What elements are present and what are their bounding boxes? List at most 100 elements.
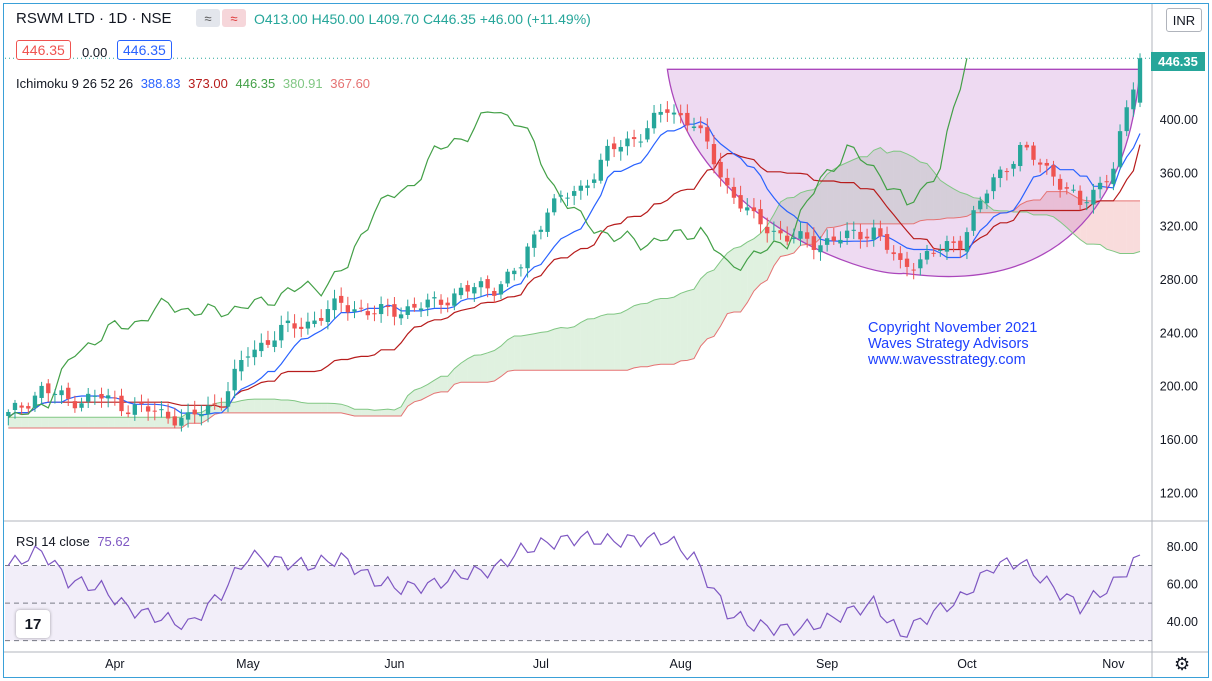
cloud-segment: [234, 400, 242, 413]
compare-icon[interactable]: ≈: [196, 9, 220, 27]
tradingview-logo-icon[interactable]: 17: [16, 610, 50, 638]
cloud-segment: [121, 417, 129, 428]
candle-body: [745, 207, 750, 211]
cloud-segment: [867, 150, 874, 224]
candle-body: [1091, 189, 1096, 205]
candle-body: [259, 342, 264, 352]
ichimoku-label: Ichimoku 9 26 52 26: [16, 76, 134, 91]
ichimoku-legend[interactable]: Ichimoku 9 26 52 26 388.83 373.00 446.35…: [16, 76, 370, 91]
cloud-segment: [321, 403, 328, 413]
candle-body: [86, 393, 91, 402]
currency-selector[interactable]: INR: [1166, 8, 1202, 32]
candle-body: [332, 298, 337, 311]
x-tick-label: May: [236, 657, 260, 671]
bid-badge[interactable]: 446.35: [16, 40, 71, 60]
cloud-segment: [1133, 200, 1141, 254]
candle-body: [145, 406, 151, 412]
cloud-segment: [128, 417, 135, 428]
gear-icon[interactable]: ⚙: [1174, 654, 1191, 674]
ask-badge[interactable]: 446.35: [117, 40, 172, 60]
ohlc-high: H450.00: [311, 11, 365, 27]
candle-body: [838, 239, 843, 244]
candle-body: [665, 109, 670, 113]
cloud-segment: [274, 399, 282, 413]
cloud-segment: [840, 162, 848, 226]
rsi-tick-label: 60.00: [1167, 577, 1198, 591]
x-tick-label: Sep: [816, 657, 838, 671]
cloud-segment: [753, 233, 761, 292]
cloud-segment: [467, 355, 475, 383]
cloud-segment: [494, 346, 501, 382]
cloud-segment: [381, 409, 388, 416]
candle-body: [871, 227, 876, 240]
cloud-segment: [414, 387, 422, 402]
candle-body: [798, 231, 803, 239]
cloud-segment: [733, 246, 741, 312]
cloud-segment: [820, 174, 828, 239]
cloud-segment: [1060, 191, 1067, 228]
cloud-segment: [680, 291, 688, 361]
ohlc-low: L409.70: [368, 11, 420, 27]
rsi-legend[interactable]: RSI 14 close 75.62: [16, 534, 130, 549]
candle-body: [72, 401, 78, 409]
cloud-segment: [241, 399, 248, 413]
cloud-segment: [434, 376, 442, 394]
cloud-segment: [427, 380, 435, 397]
cloud-segment: [394, 406, 402, 416]
candle-body: [765, 226, 770, 234]
cloud-segment: [827, 169, 834, 228]
ohlc-open: O413.00: [254, 11, 308, 27]
cloud-segment: [940, 180, 947, 220]
candle-body: [525, 246, 530, 269]
candle-body: [185, 412, 191, 420]
cloud-segment: [807, 189, 814, 245]
candle-body: [578, 185, 583, 191]
x-tick-label: Nov: [1102, 657, 1125, 671]
y-tick-label: 280.00: [1160, 273, 1198, 287]
candle-body: [978, 200, 983, 210]
spread-value: 0.00: [82, 45, 108, 60]
cloud-segment: [34, 417, 42, 428]
candle-body: [279, 324, 284, 341]
candle-body: [79, 403, 84, 408]
candle-body: [418, 308, 424, 311]
candle-body: [565, 197, 570, 199]
candle-body: [605, 145, 610, 161]
candle-body: [172, 416, 177, 426]
candle-body: [312, 320, 317, 324]
candle-body: [465, 285, 470, 292]
chikou-value: 446.35: [235, 76, 276, 91]
cloud-segment: [354, 409, 362, 416]
axes: 120.00 160.00 200.00 240.00 280.00 320.00 360.…: [4, 4, 1208, 677]
cloud-segment: [1120, 200, 1127, 254]
candle-body: [205, 405, 211, 415]
candle-body: [598, 159, 603, 181]
rsi-tick-label: 40.00: [1167, 615, 1198, 629]
cloud-segment: [907, 153, 914, 224]
symbol-title[interactable]: RSWM LTD · 1D · NSE: [16, 10, 172, 27]
candle-body: [1071, 189, 1076, 191]
candle-body: [671, 112, 677, 115]
candle-body: [1084, 202, 1089, 204]
candle-body: [698, 125, 703, 129]
candle-body: [265, 340, 271, 345]
candle-body: [805, 232, 810, 239]
candle-body: [964, 232, 970, 252]
cloud-segment: [401, 395, 408, 416]
rsi-value: 75.62: [97, 534, 130, 549]
cloud-segment: [520, 334, 528, 371]
ichimoku-lines: [7, 58, 1141, 429]
cloud-segment: [48, 417, 55, 428]
candle-body: [1037, 162, 1043, 165]
candle-body: [518, 267, 524, 269]
watermark-line-3: www.wavesstrategy.com: [868, 352, 1026, 368]
candle-body: [771, 230, 777, 232]
cloud-segment: [926, 163, 934, 220]
cloud-segment: [587, 318, 595, 371]
cloud-segment: [361, 409, 368, 416]
candle-body: [938, 249, 943, 251]
candle-body: [532, 234, 537, 248]
indicator-toggle-icon[interactable]: ≈: [222, 9, 246, 27]
cloud-segment: [567, 326, 575, 371]
